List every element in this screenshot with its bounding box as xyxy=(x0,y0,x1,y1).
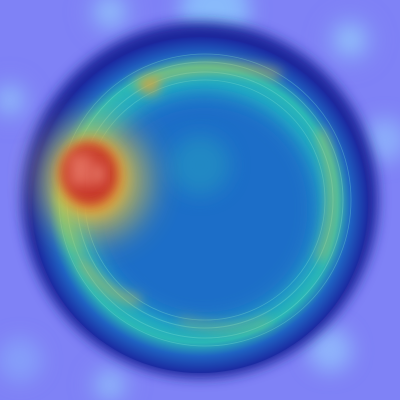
hotspot xyxy=(40,122,150,238)
ring-accents xyxy=(55,63,336,331)
